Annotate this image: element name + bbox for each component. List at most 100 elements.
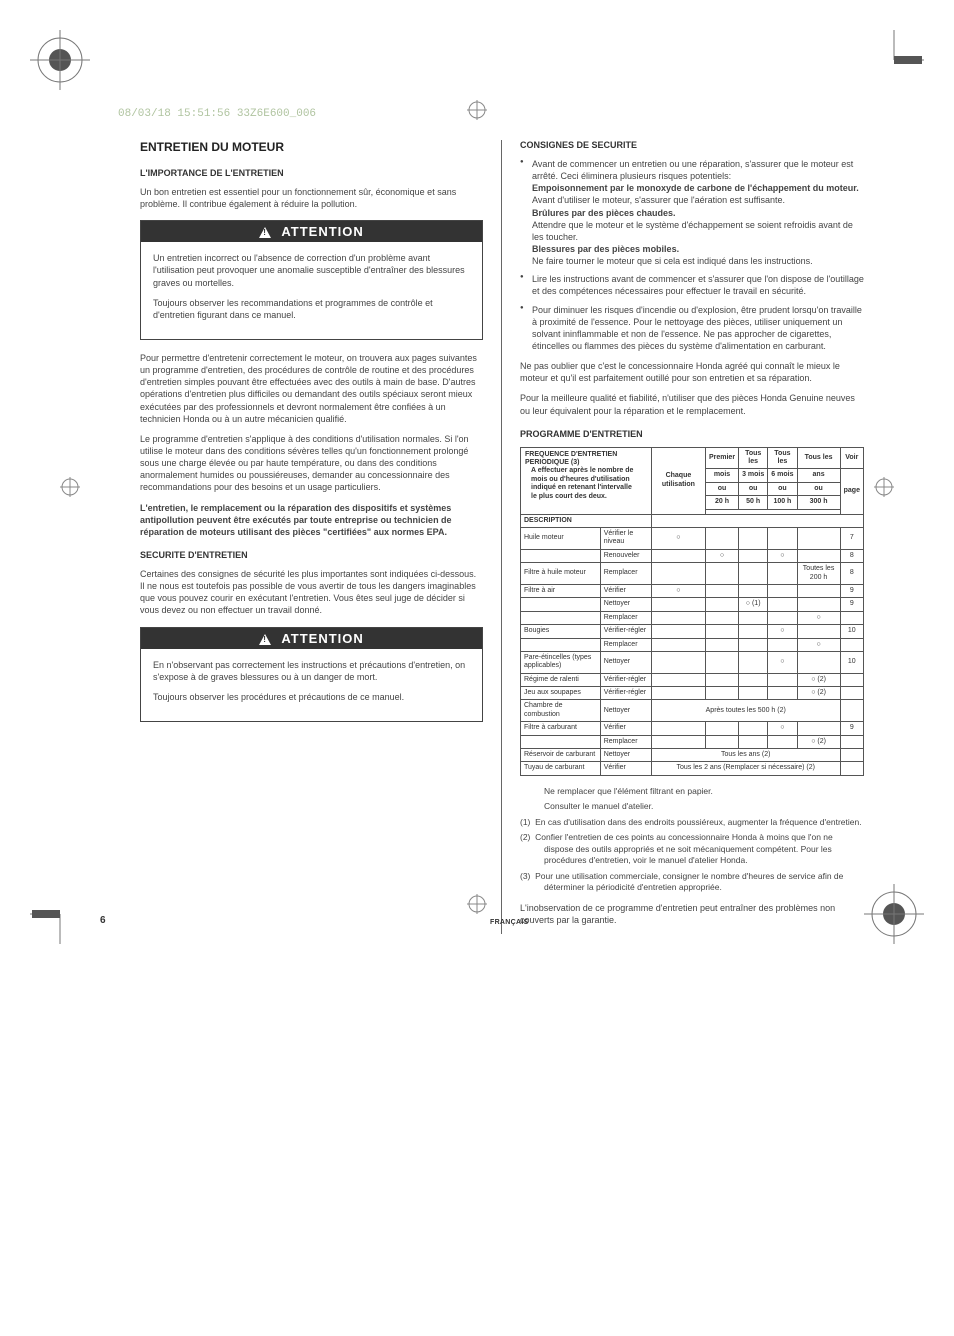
cell-mark bbox=[705, 584, 738, 597]
cell-mark bbox=[651, 549, 705, 562]
bullet-1-lead: Avant de commencer un entretien ou une r… bbox=[532, 159, 853, 181]
th-c3d: 50 h bbox=[739, 496, 768, 509]
cell-description: Filtre à carburant bbox=[521, 722, 601, 735]
th-freq-l2: A effectuer après le nombre de bbox=[525, 467, 633, 474]
bullet-1-sub3-bold: Blessures par des pièces mobiles. bbox=[532, 244, 679, 254]
cell-action: Vérifier bbox=[600, 584, 651, 597]
bullet-1-sub1: Avant d'utiliser le moteur, s'assurer qu… bbox=[532, 195, 785, 205]
print-timestamp: 08/03/18 15:51:56 33Z6E600_006 bbox=[118, 108, 316, 120]
th-c2a: Premier bbox=[705, 447, 738, 469]
cell-action: Remplacer bbox=[600, 735, 651, 748]
table-row: Filtre à carburantVérifier○9 bbox=[521, 722, 864, 735]
cell-mark bbox=[739, 735, 768, 748]
th-c4d: 100 h bbox=[768, 496, 797, 509]
table-row: Remplacer○ bbox=[521, 611, 864, 624]
cell-mark bbox=[739, 638, 768, 651]
cell-page bbox=[840, 638, 863, 651]
cell-page: 9 bbox=[840, 722, 863, 735]
cell-mark bbox=[739, 651, 768, 673]
th-freq-l4: indiqué en retenant l'intervalle bbox=[525, 484, 632, 491]
attention2-text1: En n'observant pas correctement les inst… bbox=[153, 659, 470, 683]
cell-mark bbox=[768, 598, 797, 611]
cell-mark bbox=[797, 598, 840, 611]
attention-header: ATTENTION bbox=[141, 221, 482, 242]
cell-mark: ○ bbox=[768, 722, 797, 735]
table-row: Filtre à huile moteurRemplacer Toutes les… bbox=[521, 563, 864, 585]
para-securite: Certaines des consignes de sécurité les … bbox=[140, 568, 483, 617]
th-c6a: Voir bbox=[840, 447, 863, 469]
cell-description: Réservoir de carburant bbox=[521, 749, 601, 762]
cell-mark bbox=[797, 651, 840, 673]
cell-mark bbox=[705, 563, 738, 585]
cell-mark bbox=[768, 735, 797, 748]
th-c2c: ou bbox=[705, 482, 738, 495]
heading-consignes: CONSIGNES DE SECURITE bbox=[520, 140, 864, 150]
cell-mark bbox=[705, 735, 738, 748]
table-row: Jeu aux soupapesVérifier-régler○ (2) bbox=[521, 687, 864, 700]
para-epa: L'entretien, le remplacement ou la répar… bbox=[140, 502, 483, 538]
cell-page: 9 bbox=[840, 598, 863, 611]
cell-description: Huile moteur bbox=[521, 528, 601, 550]
cell-action: Vérifier le niveau bbox=[600, 528, 651, 550]
cell-mark bbox=[705, 673, 738, 686]
table-row: Réservoir de carburantNettoyerTous les a… bbox=[521, 749, 864, 762]
attention-box-1: ATTENTION Un entretien incorrect ou l'ab… bbox=[140, 220, 483, 340]
th-freq-l1: FREQUENCE D'ENTRETIEN PERIODIQUE (3) bbox=[525, 451, 617, 466]
para-dealer: Ne pas oublier que c'est le concessionna… bbox=[520, 360, 864, 384]
cell-action: Nettoyer bbox=[600, 598, 651, 611]
registration-mark-right bbox=[874, 477, 894, 497]
cell-mark bbox=[739, 563, 768, 585]
right-column: CONSIGNES DE SECURITE Avant de commencer… bbox=[502, 140, 864, 934]
cell-action: Vérifier-régler bbox=[600, 625, 651, 638]
safety-bullet-list: Avant de commencer un entretien ou une r… bbox=[520, 158, 864, 352]
bullet-1-sub2: Attendre que le moteur et le système d'é… bbox=[532, 220, 853, 242]
cell-mark bbox=[739, 611, 768, 624]
cell-page: 10 bbox=[840, 625, 863, 638]
cell-action: Remplacer bbox=[600, 638, 651, 651]
footnote-2: (2) Confier l'entretien de ces points au… bbox=[520, 832, 864, 866]
footnotes: Ne remplacer que l'élément filtrant en p… bbox=[520, 786, 864, 894]
cell-span: Tous les 2 ans (Remplacer si nécessaire)… bbox=[651, 762, 840, 775]
page-number: 6 bbox=[100, 915, 106, 926]
cell-mark: ○ (1) bbox=[739, 598, 768, 611]
cell-mark bbox=[651, 735, 705, 748]
cell-description: Chambre de combustion bbox=[521, 700, 601, 722]
footnote-star2: Consulter le manuel d'atelier. bbox=[520, 801, 864, 812]
cell-mark bbox=[797, 625, 840, 638]
cell-mark bbox=[651, 563, 705, 585]
attention-header-2: ATTENTION bbox=[141, 628, 482, 649]
cell-mark bbox=[739, 673, 768, 686]
cell-mark bbox=[797, 549, 840, 562]
cell-mark bbox=[651, 611, 705, 624]
cell-mark: ○ bbox=[768, 651, 797, 673]
closing-para: L'inobservation de ce programme d'entret… bbox=[520, 902, 864, 926]
cell-mark bbox=[705, 651, 738, 673]
cell-mark bbox=[651, 651, 705, 673]
cell-description bbox=[521, 549, 601, 562]
cell-mark bbox=[705, 528, 738, 550]
table-row: Chambre de combustionNettoyerAprès toute… bbox=[521, 700, 864, 722]
cell-description bbox=[521, 611, 601, 624]
th-c4a: Tous les bbox=[768, 447, 797, 469]
th-freq-l3: mois ou d'heures d'utilisation bbox=[525, 476, 630, 483]
language-label: FRANÇAIS bbox=[490, 919, 529, 926]
bullet-1-sub2-bold: Brûlures par des pièces chaudes. bbox=[532, 208, 676, 218]
bullet-1: Avant de commencer un entretien ou une r… bbox=[520, 158, 864, 267]
th-c4c: ou bbox=[768, 482, 797, 495]
table-row: BougiesVérifier-régler○10 bbox=[521, 625, 864, 638]
cell-mark: Toutes les 200 h bbox=[797, 563, 840, 585]
cell-mark: ○ bbox=[651, 584, 705, 597]
cell-description: Filtre à huile moteur bbox=[521, 563, 601, 585]
cell-mark: ○ bbox=[651, 528, 705, 550]
cell-mark bbox=[768, 673, 797, 686]
crop-mark-bl bbox=[30, 884, 90, 944]
th-c5a: Tous les bbox=[797, 447, 840, 469]
cell-mark bbox=[705, 638, 738, 651]
cell-span: Après toutes les 500 h (2) bbox=[651, 700, 840, 722]
cell-action: Remplacer bbox=[600, 563, 651, 585]
cell-mark bbox=[651, 673, 705, 686]
th-c5c: ou bbox=[797, 482, 840, 495]
attention-label-2: ATTENTION bbox=[281, 631, 363, 646]
cell-description: Jeu aux soupapes bbox=[521, 687, 601, 700]
th-c4b: 6 mois bbox=[768, 469, 797, 482]
